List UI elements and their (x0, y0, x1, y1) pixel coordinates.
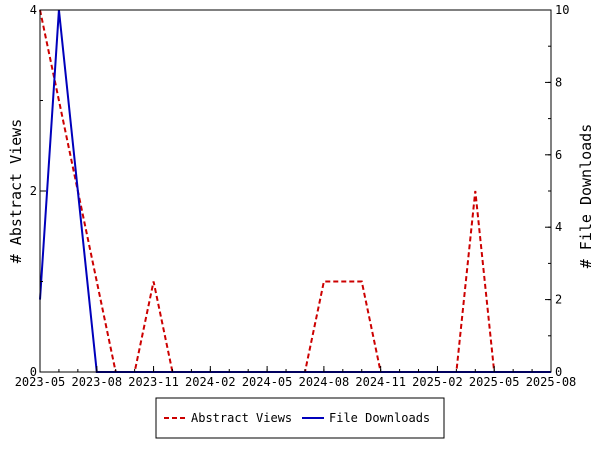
y-left-tick-label: 4 (30, 3, 37, 17)
x-tick-label: 2025-02 (412, 375, 463, 389)
chart-axes: 2023-05 2023-08 2023-11 2024-02 2024-05 2024-… (15, 3, 577, 389)
x-tick-label: 2025-05 (469, 375, 520, 389)
x-tick-label: 2024-11 (355, 375, 406, 389)
y-left-axis-label: # Abstract Views (7, 119, 25, 264)
x-tick-label: 2025-08 (526, 375, 577, 389)
y-left-tick-label: 0 (30, 365, 37, 379)
legend-label-abstract-views: Abstract Views (191, 411, 292, 425)
x-tick-label: 2024-02 (185, 375, 236, 389)
x-tick-label: 2024-05 (242, 375, 293, 389)
series-line-abstract-views (39, 9, 551, 373)
chart-marks (39, 9, 551, 373)
y-left-tick-label: 2 (30, 184, 37, 198)
x-tick-label: 2023-05 (15, 375, 66, 389)
y-right-tick-label: 10 (555, 3, 569, 17)
y-right-tick-label: 4 (555, 220, 562, 234)
x-tick-label: 2023-11 (128, 375, 179, 389)
y-right-tick-label: 6 (555, 148, 562, 162)
y-right-tick-label: 8 (555, 75, 562, 89)
y-right-tick-label: 2 (555, 293, 562, 307)
legend: Abstract Views File Downloads (155, 397, 445, 439)
legend-label-file-downloads: File Downloads (329, 411, 430, 425)
y-right-tick-label: 0 (555, 365, 562, 379)
x-tick-label: 2023-08 (71, 375, 122, 389)
y-right-axis-label: # File Downloads (577, 124, 595, 269)
x-tick-label: 2024-08 (299, 375, 350, 389)
legend-box (155, 397, 445, 439)
